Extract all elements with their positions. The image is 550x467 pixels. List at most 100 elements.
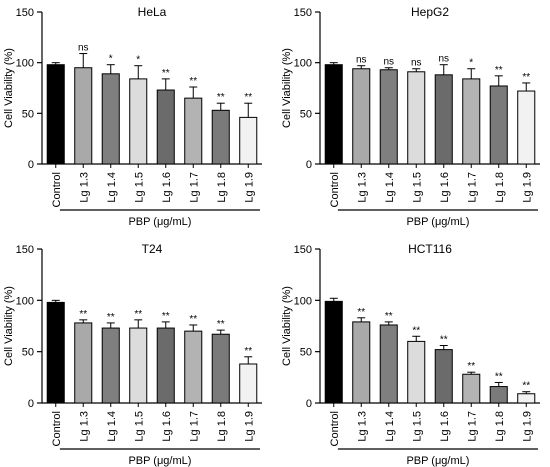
bar-lg-1-3 [74,322,93,404]
x-tick-label: Lg 1.5 [133,172,145,203]
x-tick-label: Lg 1.6 [161,172,173,203]
bar-lg-1-6 [156,89,175,165]
x-tick-label: Lg 1.8 [216,172,228,203]
significance-label: ns [383,57,394,68]
significance-label: ** [522,381,530,392]
x-tick-label: Control [51,172,63,207]
x-tick-label: Lg 1.4 [106,172,118,203]
bar-lg-1-3 [352,68,371,165]
x-tick-label: Lg 1.5 [411,172,423,203]
x-tick-label: Lg 1.3 [356,411,368,442]
chart-panel-t24: T24 0 50 100 150 Cell Viability (%) Control ** L… [3,242,262,467]
y-tick-label: 50 [22,108,34,120]
y-tick-label: 150 [16,244,34,256]
y-tick-label: 150 [294,244,312,256]
significance-label: ** [162,68,170,79]
bar-lg-1-3 [74,67,93,165]
x-tick-label: Lg 1.9 [243,172,255,203]
significance-label: * [136,55,140,66]
bar-lg-1-5 [407,340,426,404]
bar-lg-1-6 [434,349,453,404]
x-tick-label: Lg 1.4 [106,411,118,442]
y-tick-label: 0 [306,398,312,410]
x-tick-label: Lg 1.6 [161,411,173,442]
bar-lg-1-7 [184,330,203,404]
chart-title: T24 [142,242,163,256]
x-tick-label: Lg 1.4 [384,172,396,203]
bar-lg-1-8 [489,85,508,165]
y-tick-label: 0 [306,159,312,171]
chart-panel-hela: HeLa 0 50 100 150 Cell Viability (%) Control ns… [3,5,262,228]
bar-lg-1-4 [101,327,120,404]
significance-label: ** [244,346,252,357]
bar-control [324,64,343,165]
chart-panel-hepg2: HepG2 0 50 100 150 Cell Viability (%) Control n… [281,5,540,228]
significance-label: ** [217,92,225,103]
y-tick-label: 0 [28,398,34,410]
bar-lg-1-4 [379,324,398,404]
bar-lg-1-8 [211,109,230,165]
significance-label: ** [189,76,197,87]
x-tick-label: Lg 1.9 [521,411,533,442]
x-tick-label: Lg 1.8 [216,411,228,442]
x-tick-label: Lg 1.7 [188,411,200,442]
chart-title: HepG2 [411,5,449,19]
significance-label: ** [357,307,365,318]
y-tick-label: 0 [28,159,34,171]
significance-label: ** [495,65,503,76]
bar-lg-1-8 [211,333,230,404]
x-tick-label: Lg 1.6 [439,411,451,442]
chart-title: HCT116 [408,242,452,256]
significance-label: ** [522,72,530,83]
x-tick-label: Lg 1.4 [384,411,396,442]
bar-lg-1-7 [184,97,203,165]
y-tick-label: 50 [300,108,312,120]
x-tick-label: Control [329,411,341,446]
significance-label: ns [78,43,89,54]
x-tick-label: Lg 1.3 [78,411,90,442]
significance-label: ** [440,335,448,346]
significance-label: ** [79,309,87,320]
bar-lg-1-5 [129,327,148,404]
chart-title: HeLa [138,5,167,19]
significance-label: ** [134,309,142,320]
significance-label: ** [412,325,420,336]
bar-lg-1-9 [239,363,258,404]
x-tick-label: Lg 1.8 [494,172,506,203]
significance-label: ** [107,312,115,323]
y-tick-label: 50 [22,347,34,359]
bar-lg-1-3 [352,321,371,404]
y-axis-label: Cell Viability (%) [3,48,15,128]
x-axis-label: PBP (μg/mL) [406,455,469,467]
bar-control [46,301,65,404]
x-axis-label: PBP (μg/mL) [128,216,191,228]
x-tick-label: Lg 1.9 [521,172,533,203]
x-axis-label: PBP (μg/mL) [406,216,469,228]
bar-lg-1-9 [517,393,536,404]
x-tick-label: Lg 1.3 [78,172,90,203]
y-tick-label: 100 [16,295,34,307]
x-tick-label: Lg 1.5 [133,411,145,442]
x-tick-label: Lg 1.3 [356,172,368,203]
bar-lg-1-9 [239,116,258,165]
bar-control [46,64,65,165]
x-tick-label: Control [51,411,63,446]
y-tick-label: 150 [16,7,34,19]
bar-lg-1-7 [462,373,481,404]
bar-lg-1-8 [489,386,508,404]
significance-label: ** [495,371,503,382]
x-tick-label: Lg 1.9 [243,411,255,442]
significance-label: ** [217,319,225,330]
x-axis-label: PBP (μg/mL) [128,455,191,467]
bar-lg-1-7 [462,78,481,165]
bar-lg-1-4 [379,69,398,165]
bar-lg-1-5 [407,71,426,165]
significance-label: ** [385,311,393,322]
significance-label: ns [438,54,449,65]
x-tick-label: Lg 1.7 [466,411,478,442]
significance-label: ** [244,92,252,103]
chart-panel-hct116: HCT116 0 50 100 150 Cell Viability (%) Control… [281,242,540,467]
significance-label: ** [162,311,170,322]
significance-label: * [109,54,113,65]
